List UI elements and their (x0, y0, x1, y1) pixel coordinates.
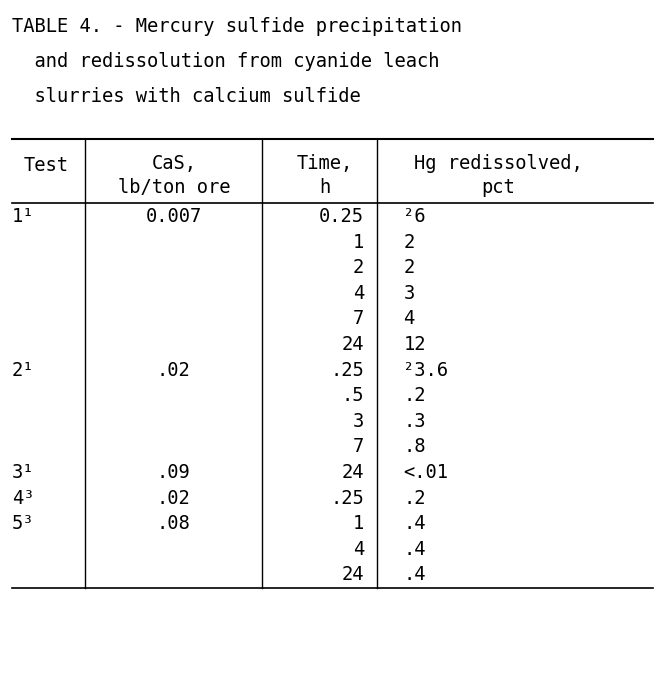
Text: CaS,: CaS, (152, 154, 196, 173)
Text: .08: .08 (157, 514, 191, 533)
Text: 2: 2 (353, 258, 364, 277)
Text: .4: .4 (403, 540, 426, 559)
Text: 3: 3 (353, 412, 364, 431)
Text: .02: .02 (157, 489, 191, 508)
Text: 1: 1 (353, 233, 364, 251)
Text: 2: 2 (403, 233, 415, 251)
Text: ²6: ²6 (403, 207, 426, 226)
Text: 4³: 4³ (12, 489, 34, 508)
Text: .2: .2 (403, 386, 426, 405)
Text: .4: .4 (403, 565, 426, 584)
Text: TABLE 4. - Mercury sulfide precipitation: TABLE 4. - Mercury sulfide precipitation (12, 17, 462, 36)
Text: slurries with calcium sulfide: slurries with calcium sulfide (12, 87, 361, 106)
Text: .3: .3 (403, 412, 426, 431)
Text: .2: .2 (403, 489, 426, 508)
Text: 4: 4 (353, 540, 364, 559)
Text: lb/ton ore: lb/ton ore (117, 178, 230, 197)
Text: .5: .5 (342, 386, 364, 405)
Text: 24: 24 (342, 335, 364, 354)
Text: Test: Test (24, 156, 68, 175)
Text: 4: 4 (353, 284, 364, 303)
Text: 12: 12 (403, 335, 426, 354)
Text: 3¹: 3¹ (12, 463, 34, 482)
Text: 1¹: 1¹ (12, 207, 34, 226)
Text: 3: 3 (403, 284, 415, 303)
Text: .25: .25 (331, 361, 364, 379)
Text: 0.25: 0.25 (319, 207, 364, 226)
Text: .25: .25 (331, 489, 364, 508)
Text: 7: 7 (353, 309, 364, 328)
Text: 0.007: 0.007 (146, 207, 202, 226)
Text: .09: .09 (157, 463, 191, 482)
Text: 24: 24 (342, 463, 364, 482)
Text: pct: pct (482, 178, 516, 197)
Text: 7: 7 (353, 437, 364, 456)
Text: .4: .4 (403, 514, 426, 533)
Text: and redissolution from cyanide leach: and redissolution from cyanide leach (12, 52, 440, 71)
Text: ²3.6: ²3.6 (403, 361, 449, 379)
Text: h: h (319, 178, 331, 197)
Text: Hg redissolved,: Hg redissolved, (414, 154, 583, 173)
Text: Time,: Time, (297, 154, 353, 173)
Text: 2¹: 2¹ (12, 361, 34, 379)
Text: 5³: 5³ (12, 514, 34, 533)
Text: 2: 2 (403, 258, 415, 277)
Text: .8: .8 (403, 437, 426, 456)
Text: .02: .02 (157, 361, 191, 379)
Text: <.01: <.01 (403, 463, 449, 482)
Text: 24: 24 (342, 565, 364, 584)
Text: 4: 4 (403, 309, 415, 328)
Text: 1: 1 (353, 514, 364, 533)
